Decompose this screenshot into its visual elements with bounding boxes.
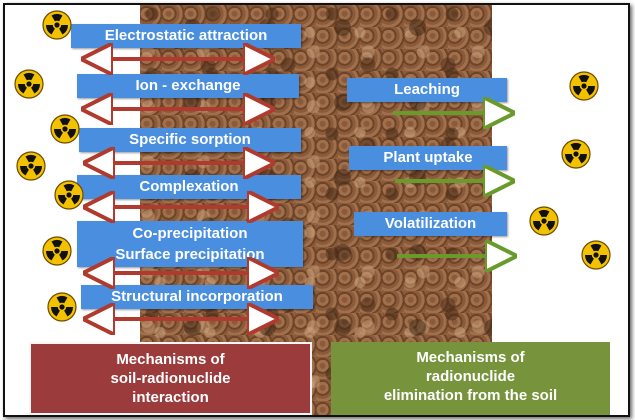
radiation-hazard-icon — [54, 180, 84, 210]
radiation-hazard-icon — [47, 292, 77, 322]
elimination-panel-line2: radionuclide — [425, 368, 516, 385]
radiation-hazard-icon — [16, 151, 46, 181]
diagram-frame: Electrostatic attraction Ion - exchange … — [3, 3, 630, 417]
radiation-hazard-icon — [42, 10, 72, 40]
label-volatilization: Volatilization — [354, 212, 507, 236]
radiation-hazard-icon — [529, 206, 559, 236]
interaction-mechanisms-panel: Mechanisms of soil-radionuclide interact… — [29, 342, 312, 415]
radiation-hazard-icon — [14, 69, 44, 99]
interaction-arrows — [89, 59, 271, 319]
arrows-layer — [5, 5, 628, 345]
interaction-panel-line2: soil-radionuclide — [110, 370, 231, 387]
radiation-hazard-icon — [581, 240, 611, 270]
elimination-mechanisms-panel: Mechanisms of radionuclide elimination f… — [331, 342, 610, 415]
label-plant-uptake: Plant uptake — [349, 146, 507, 170]
interaction-panel-line1: Mechanisms of — [116, 351, 225, 368]
interaction-panel-line3: interaction — [132, 389, 209, 406]
elimination-panel-line1: Mechanisms of — [416, 349, 525, 366]
radiation-hazard-icon — [50, 114, 80, 144]
label-co-precipitation-line1: Co-precipitation — [132, 225, 248, 242]
radiation-hazard-icon — [42, 236, 72, 266]
radiation-hazard-icon — [569, 71, 599, 101]
label-leaching: Leaching — [347, 78, 507, 102]
elimination-arrows — [393, 113, 509, 256]
radiation-hazard-icon — [561, 139, 591, 169]
elimination-panel-line3: elimination from the soil — [383, 387, 558, 404]
